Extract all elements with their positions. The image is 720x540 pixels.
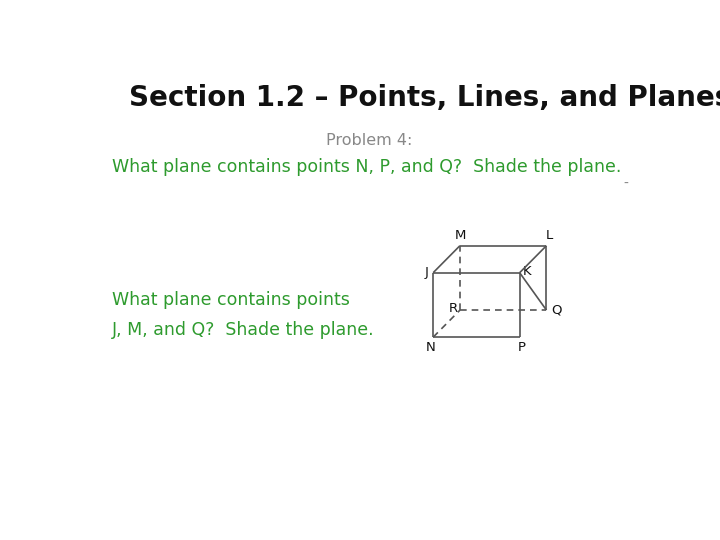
Text: J: J — [424, 266, 428, 279]
Text: L: L — [546, 230, 553, 242]
Text: M: M — [454, 230, 466, 242]
Text: J, M, and Q?  Shade the plane.: J, M, and Q? Shade the plane. — [112, 321, 375, 339]
Text: What plane contains points: What plane contains points — [112, 292, 350, 309]
Text: Problem 4:: Problem 4: — [326, 133, 412, 148]
Text: -: - — [624, 177, 629, 191]
Text: K: K — [523, 265, 531, 278]
Text: Section 1.2 – Points, Lines, and Planes: Section 1.2 – Points, Lines, and Planes — [129, 84, 720, 112]
Text: P: P — [518, 341, 526, 354]
Text: What plane contains points N, P, and Q?  Shade the plane.: What plane contains points N, P, and Q? … — [112, 158, 621, 177]
Text: R: R — [449, 302, 458, 315]
Text: Q: Q — [552, 303, 562, 316]
Text: N: N — [426, 341, 436, 354]
